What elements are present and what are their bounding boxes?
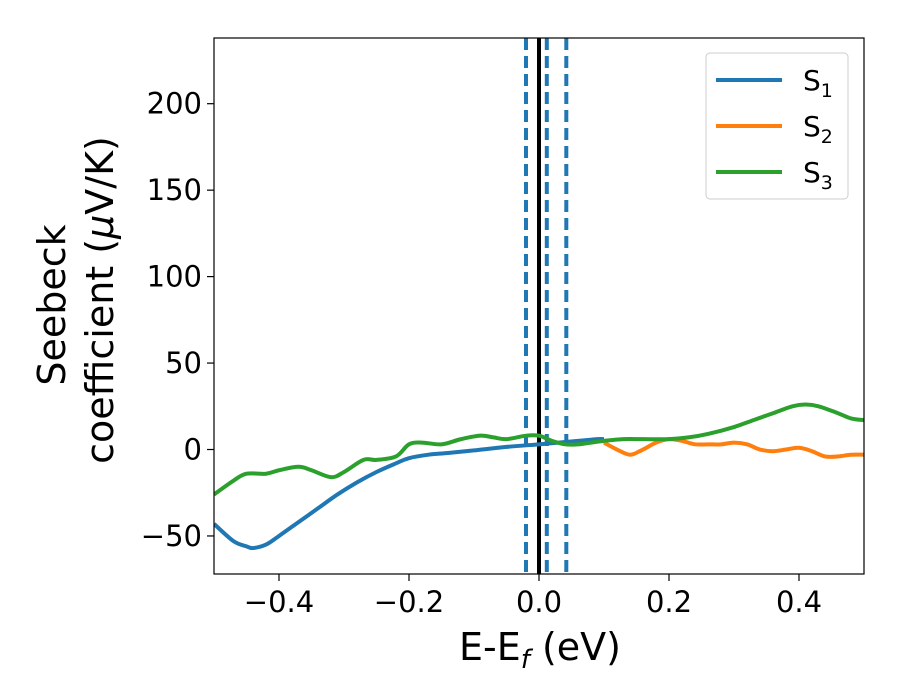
series-lines: [214, 402, 864, 551]
x-tick-label: −0.2: [374, 585, 444, 619]
x-tick-label: 0.2: [646, 585, 692, 619]
legend-label-s3: S3: [803, 156, 833, 194]
y-axis-label-line1: Seebeck: [30, 224, 74, 385]
series-line-s3: [214, 402, 864, 497]
y-tick-label: 100: [147, 260, 202, 294]
vertical-reference-lines: [524, 38, 569, 574]
y-tick-label: 50: [165, 346, 202, 380]
x-tick-label: −0.4: [244, 585, 314, 619]
y-tick-label: 150: [147, 173, 202, 207]
x-axis-label: E-Ef (eV): [459, 625, 621, 675]
series-line-s1: [214, 437, 605, 551]
y-tick-label: 200: [147, 87, 202, 121]
series-line-s2: [603, 437, 864, 459]
x-axis-ticks: −0.4 −0.2 0.0 0.2 0.4: [244, 574, 822, 619]
y-tick-label: −50: [141, 519, 202, 553]
legend-label-s2: S2: [803, 110, 833, 148]
y-tick-label: 0: [184, 433, 202, 467]
y-axis-ticks: −50 0 50 100 150 200: [141, 87, 214, 553]
x-tick-label: 0.4: [776, 585, 822, 619]
y-axis-label-line2: coefficient (μV/K): [78, 136, 122, 464]
legend: S1 S2 S3: [705, 52, 849, 200]
x-tick-label: 0.0: [516, 585, 562, 619]
legend-label-s1: S1: [803, 64, 833, 102]
